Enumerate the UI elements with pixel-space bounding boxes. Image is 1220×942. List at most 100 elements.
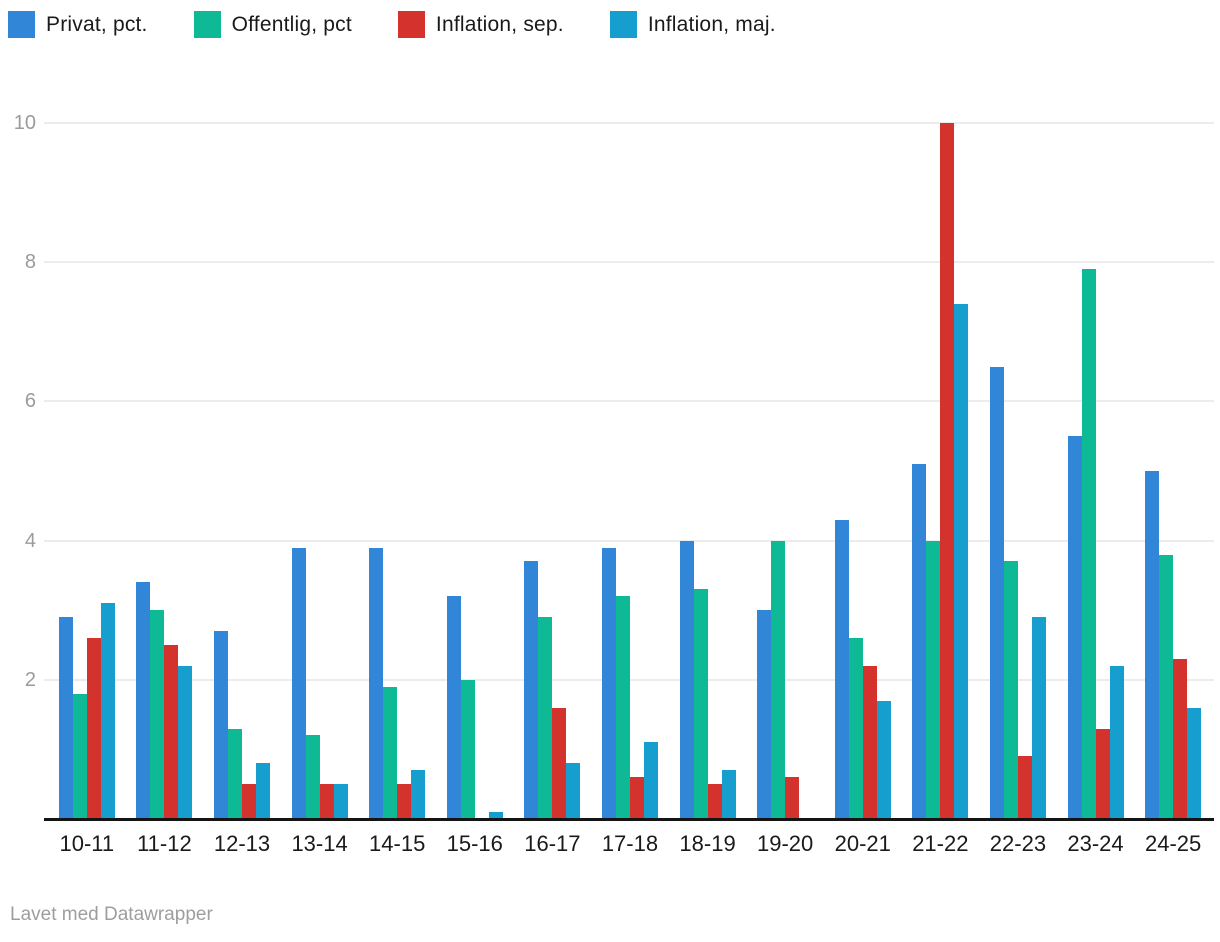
- bar-offentlig-pct-19-20: [771, 540, 786, 819]
- gridline-4: [44, 539, 1214, 542]
- bar-inflation-sep-23-24: [1095, 728, 1110, 819]
- x-tick-label-22-23: 22-23: [989, 831, 1047, 856]
- y-tick-label-6: 6: [24, 390, 36, 413]
- gridline-6: [44, 400, 1214, 403]
- x-tick-label-19-20: 19-20: [757, 831, 814, 856]
- bar-group-11-12: [126, 123, 204, 819]
- bar-inflation-sep-12-13: [241, 784, 256, 819]
- x-tick-label-13-14: 13-14: [291, 831, 348, 856]
- legend-item-offentlig-pct: Offentlig, pct: [193, 11, 352, 38]
- bar-inflation-sep-20-21: [862, 665, 877, 819]
- bar-offentlig-pct-16-17: [538, 617, 553, 819]
- bar-inflation-maj-15-16: [488, 812, 503, 819]
- bar-privat-pct-11-12: [136, 582, 151, 819]
- bar-offentlig-pct-18-19: [693, 589, 708, 819]
- bar-group-12-13: [203, 123, 281, 819]
- bar-inflation-maj-21-22: [954, 303, 969, 819]
- bar-inflation-sep-16-17: [552, 707, 567, 819]
- x-tick-label-12-13: 12-13: [213, 831, 271, 856]
- bar-inflation-maj-12-13: [255, 763, 270, 819]
- bar-inflation-sep-22-23: [1017, 756, 1032, 819]
- bar-offentlig-pct-20-21: [848, 638, 863, 819]
- x-tick-label-21-22: 21-22: [912, 831, 969, 856]
- bar-group-18-19: [669, 123, 747, 819]
- bar-group-13-14: [281, 123, 359, 819]
- y-tick-label-4: 4: [24, 529, 36, 552]
- bar-privat-pct-18-19: [679, 540, 694, 819]
- legend-item-inflation-maj: Inflation, maj.: [609, 11, 776, 38]
- bar-group-10-11: [48, 123, 126, 819]
- bar-privat-pct-20-21: [834, 519, 849, 819]
- bar-inflation-maj-22-23: [1031, 617, 1046, 819]
- gridline-8: [44, 261, 1214, 264]
- bar-offentlig-pct-23-24: [1081, 269, 1096, 819]
- legend-swatch-privat-pct: [8, 11, 35, 38]
- bar-inflation-maj-17-18: [643, 742, 658, 819]
- bar-privat-pct-12-13: [213, 631, 228, 819]
- x-tick-label-14-15: 14-15: [369, 831, 426, 856]
- legend-item-inflation-sep: Inflation, sep.: [397, 11, 564, 38]
- bar-privat-pct-13-14: [291, 547, 306, 819]
- legend: Privat, pct. Offentlig, pct Inflation, sep…: [8, 11, 776, 38]
- x-tick-label-18-19: 18-19: [679, 831, 736, 856]
- bar-inflation-maj-20-21: [876, 700, 891, 819]
- bar-privat-pct-24-25: [1145, 471, 1160, 819]
- bar-offentlig-pct-10-11: [72, 693, 87, 819]
- legend-swatch-offentlig-pct: [193, 11, 221, 38]
- bar-inflation-sep-13-14: [319, 784, 334, 819]
- x-tick-label-10-11: 10-11: [59, 831, 115, 856]
- bar-offentlig-pct-21-22: [926, 540, 941, 819]
- bar-privat-pct-17-18: [601, 547, 616, 819]
- x-tick-label-24-25: 24-25: [1144, 831, 1202, 856]
- legend-item-privat-pct: Privat, pct.: [8, 11, 148, 38]
- y-tick-label-10: 10: [13, 112, 36, 134]
- y-tick-label-2: 2: [24, 668, 36, 691]
- bar-inflation-sep-24-25: [1173, 658, 1188, 819]
- y-tick-label-8: 8: [24, 251, 36, 274]
- bar-offentlig-pct-17-18: [615, 596, 630, 819]
- bar-group-14-15: [358, 123, 436, 819]
- legend-swatch-inflation-sep: [397, 11, 425, 38]
- datawrapper-credit: Lavet med Datawrapper: [10, 904, 213, 925]
- bar-inflation-sep-19-20: [785, 777, 800, 819]
- legend-label: Inflation, sep.: [435, 12, 564, 36]
- bar-privat-pct-22-23: [989, 366, 1004, 819]
- bar-inflation-sep-11-12: [164, 645, 179, 819]
- bar-offentlig-pct-14-15: [383, 686, 398, 819]
- bar-group-21-22: [902, 123, 980, 819]
- bar-group-24-25: [1134, 123, 1212, 819]
- x-tick-label-20-21: 20-21: [834, 831, 891, 856]
- bar-privat-pct-10-11: [58, 617, 73, 819]
- x-axis-labels: 10-11 11-12 12-13 13-14 14-15 15-16 16-17 17-18…: [48, 831, 1212, 861]
- bar-offentlig-pct-22-23: [1003, 561, 1018, 819]
- bar-group-16-17: [514, 123, 592, 819]
- x-tick-label-17-18: 17-18: [601, 831, 659, 856]
- x-tick-label-16-17: 16-17: [524, 831, 581, 856]
- bar-offentlig-pct-24-25: [1159, 554, 1174, 819]
- legend-label: Inflation, maj.: [647, 12, 776, 36]
- bar-offentlig-pct-13-14: [305, 735, 320, 819]
- bar-inflation-maj-10-11: [100, 603, 115, 819]
- bar-offentlig-pct-15-16: [460, 679, 475, 819]
- bar-privat-pct-19-20: [757, 610, 772, 819]
- bar-inflation-maj-13-14: [333, 784, 348, 819]
- bars-layer: [48, 123, 1212, 819]
- bar-group-15-16: [436, 123, 514, 819]
- bar-privat-pct-21-22: [912, 464, 927, 819]
- bar-inflation-sep-21-22: [940, 123, 955, 819]
- bar-group-19-20: [746, 123, 824, 819]
- bar-group-22-23: [979, 123, 1057, 819]
- bar-inflation-maj-24-25: [1187, 707, 1202, 819]
- bar-privat-pct-14-15: [369, 547, 384, 819]
- legend-label: Offentlig, pct: [231, 12, 352, 36]
- bar-group-17-18: [591, 123, 669, 819]
- bar-offentlig-pct-12-13: [227, 728, 242, 819]
- bar-privat-pct-15-16: [446, 596, 461, 819]
- bar-inflation-sep-18-19: [707, 784, 722, 819]
- bar-inflation-maj-23-24: [1109, 665, 1124, 819]
- bar-privat-pct-23-24: [1067, 436, 1082, 819]
- legend-label: Privat, pct.: [46, 12, 148, 36]
- legend-swatch-inflation-maj: [609, 11, 637, 38]
- x-tick-label-15-16: 15-16: [446, 831, 503, 856]
